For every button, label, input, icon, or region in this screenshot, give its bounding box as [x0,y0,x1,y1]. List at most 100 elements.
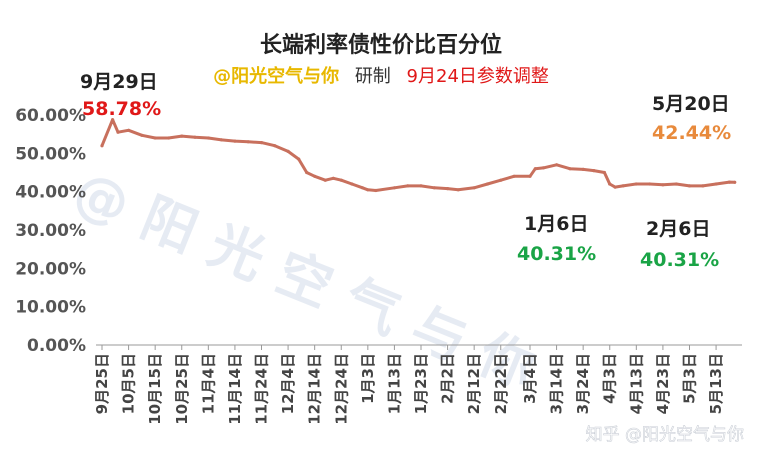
y-tick-label: 20.00% [15,259,86,279]
x-tick-label: 1月23日 [412,353,430,414]
x-tick-label: 2月12日 [465,353,483,414]
data-point [555,163,559,167]
data-point [127,128,131,132]
x-tick-label: 11月4日 [199,353,217,414]
x-tick-label: 3月24日 [574,353,592,414]
data-point [701,184,705,188]
data-point [406,184,410,188]
data-point [472,186,476,190]
annotation-may20-date: 5月20日 [652,93,730,115]
data-point [116,130,120,134]
y-tick-label: 30.00% [15,221,86,241]
x-tick-label: 2月22日 [492,353,510,414]
data-point [140,133,144,137]
x-tick-label: 3月14日 [548,353,566,414]
data-point [592,169,596,173]
subtitle-note: 9月24日参数调整 [407,66,549,87]
data-point [273,144,277,148]
x-tick-label: 12月24日 [332,353,350,425]
data-point [100,144,104,148]
y-tick-label: 10.00% [15,298,86,318]
y-axis: 0.00% 10.00% 20.00% 30.00% 40.00% 50.00% 60.00… [15,106,86,356]
x-tick-label: 5月13日 [707,353,725,414]
x-tick-label: 2月2日 [439,353,457,404]
data-point [602,170,607,175]
data-point [446,187,450,191]
data-point [674,182,678,186]
annotation-sep29-date: 9月29日 [80,71,158,93]
x-tick-label: 9月25日 [93,353,111,414]
footer-watermark: 知乎 @阳光空气与你 [586,425,744,445]
data-point [259,141,264,145]
data-point [621,184,625,188]
data-point [297,157,301,161]
data-point [499,178,503,182]
data-point [153,136,157,140]
data-point [323,178,327,182]
data-point [432,186,436,190]
data-point [541,166,545,170]
x-tick-label: 1月13日 [385,353,403,414]
annotation-jan6-date: 1月6日 [524,213,588,235]
data-point [608,182,612,186]
data-point [714,182,718,186]
data-point [111,118,115,122]
data-point [220,138,224,142]
chart-subtitle: @阳光空气与你 研制 9月24日参数调整 [213,65,549,87]
y-tick-label: 0.00% [27,336,86,356]
data-point [206,136,210,140]
data-point [581,167,585,171]
data-point [331,176,335,180]
data-point [512,174,516,178]
data-point [456,188,460,192]
data-point [305,170,309,175]
data-point [727,180,732,184]
x-tick-label: 5月3日 [680,353,698,404]
data-point [286,149,290,153]
data-point [313,174,317,178]
series-points [100,118,737,193]
data-point [339,178,343,182]
data-point [360,186,365,190]
data-point [233,139,237,143]
annotation-feb6-date: 2月6日 [646,218,710,240]
y-tick-label: 40.00% [15,183,86,203]
x-axis: 9月25日 10月5日 10月15日 10月25日 11月4日 11月14日 11月24日 1… [93,345,725,425]
x-tick-label: 12月4日 [279,353,297,414]
data-point [350,182,354,186]
data-point [661,183,665,187]
subtitle-author: @阳光空气与你 [213,65,339,87]
x-tick-label: 4月13日 [627,353,645,414]
annotation-feb6-value: 40.31% [640,249,719,271]
x-tick-label: 4月23日 [654,353,672,414]
data-point [419,184,423,188]
annotation-jan6-value: 40.31% [517,243,596,265]
data-point [613,185,617,189]
x-tick-label: 12月14日 [306,353,324,425]
data-point [374,188,378,193]
y-tick-label: 50.00% [15,144,86,164]
data-point [634,182,638,186]
data-point [733,180,737,184]
data-point [687,184,692,188]
x-tick-label: 10月15日 [146,353,164,425]
x-tick-label: 1月3日 [359,353,377,404]
series-line [100,118,737,192]
data-point [193,135,197,139]
data-point [366,188,370,192]
data-point [180,134,184,138]
chart-title: 长端利率债性价比百分位 [260,32,502,58]
x-tick-label: 11月14日 [226,353,244,425]
data-point [648,182,652,186]
x-tick-label: 11月24日 [253,353,271,425]
subtitle-made-by: 研制 [355,66,391,87]
annotation-sep29-value: 58.78% [82,98,161,120]
data-point [533,167,537,171]
data-point [246,140,250,144]
data-point [485,182,490,186]
annotation-may20-value: 42.44% [652,122,731,144]
x-tick-label: 10月5日 [120,353,138,414]
data-point [166,136,171,140]
x-tick-label: 4月3日 [601,353,619,404]
